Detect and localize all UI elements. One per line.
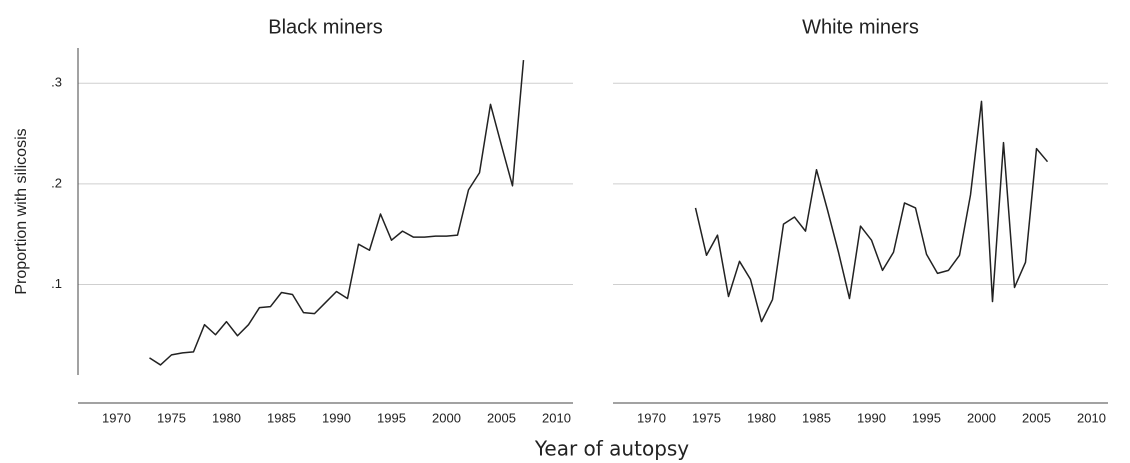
y-axis-label: Proportion with silicosis	[13, 128, 30, 294]
data-line	[149, 60, 525, 366]
x-tick-label: 1970	[637, 410, 666, 425]
x-tick-label: 1995	[377, 410, 406, 425]
x-tick-label: 1975	[692, 410, 721, 425]
x-tick-label: 1970	[102, 410, 131, 425]
chart-title: Black miners	[268, 16, 382, 38]
x-tick-label: 1985	[802, 410, 831, 425]
y-tick-label: .3	[51, 75, 62, 90]
x-tick-label: 2005	[487, 410, 516, 425]
chart-title: White miners	[802, 16, 919, 38]
y-tick-label: .2	[51, 175, 62, 190]
y-tick-label: .1	[51, 276, 62, 291]
x-tick-label: 1980	[212, 410, 241, 425]
x-tick-label: 1985	[267, 410, 296, 425]
x-tick-label: 2010	[542, 410, 571, 425]
x-tick-label: 2000	[432, 410, 461, 425]
x-tick-label: 1990	[322, 410, 351, 425]
x-axis-label: Year of autopsy	[534, 437, 689, 461]
x-tick-label: 2010	[1077, 410, 1106, 425]
x-tick-label: 1980	[747, 410, 776, 425]
x-tick-label: 2005	[1022, 410, 1051, 425]
x-tick-label: 2000	[967, 410, 996, 425]
x-tick-label: 1995	[912, 410, 941, 425]
x-tick-label: 1975	[157, 410, 186, 425]
data-line	[694, 100, 1049, 323]
x-tick-label: 1990	[857, 410, 886, 425]
